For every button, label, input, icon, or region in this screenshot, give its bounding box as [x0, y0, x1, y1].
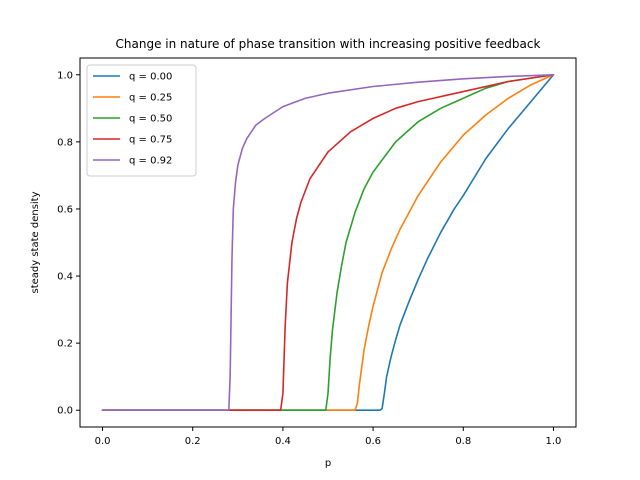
legend-entry-1: q = 0.25 — [129, 93, 172, 104]
x-tick-label-4: 0.8 — [455, 436, 471, 447]
legend-box — [86, 64, 197, 177]
y-tick-label-0: 0.0 — [57, 406, 73, 417]
plot-area — [101, 73, 555, 412]
y-tick-label-4: 0.8 — [57, 137, 73, 148]
legend-entry-4: q = 0.92 — [129, 156, 172, 167]
legend-entry-3: q = 0.75 — [129, 135, 172, 146]
series-line-4 — [101, 73, 555, 412]
legend-entry-2: q = 0.50 — [129, 114, 172, 125]
x-tick-label-1: 0.2 — [185, 436, 201, 447]
series-line-0 — [101, 73, 555, 412]
x-axis: 0.0 0.2 0.4 0.6 0.8 1.0 — [95, 427, 562, 447]
series-line-1 — [101, 73, 555, 412]
axes-frame — [79, 57, 577, 428]
x-tick-label-5: 1.0 — [546, 436, 562, 447]
series-line-2 — [101, 73, 555, 412]
y-tick-label-2: 0.4 — [57, 272, 73, 283]
x-tick-label-2: 0.4 — [275, 436, 291, 447]
legend-entry-0: q = 0.00 — [129, 72, 172, 83]
x-tick-label-3: 0.6 — [365, 436, 381, 447]
y-tick-label-5: 1.0 — [57, 70, 73, 81]
chart-title: Change in nature of phase transition wit… — [116, 37, 541, 51]
x-axis-label: p — [325, 458, 331, 469]
y-axis: 0.0 0.2 0.4 0.6 0.8 1.0 — [57, 70, 80, 417]
series-line-3 — [101, 73, 555, 412]
y-tick-label-3: 0.6 — [57, 204, 73, 215]
y-tick-label-1: 0.2 — [57, 339, 73, 350]
legend: q = 0.00 q = 0.25 q = 0.50 q = 0.75 q = 0.92 — [86, 64, 197, 177]
x-tick-label-0: 0.0 — [95, 436, 111, 447]
y-axis-label: steady state density — [30, 191, 41, 293]
